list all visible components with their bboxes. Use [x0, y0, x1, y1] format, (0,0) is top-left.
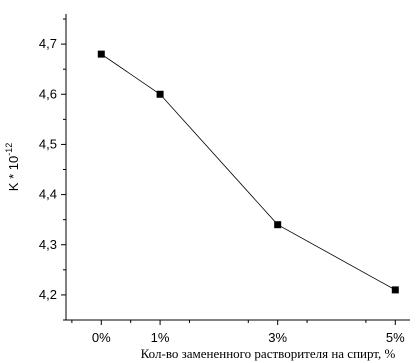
y-tick-label: 4,7 — [39, 36, 57, 51]
data-point — [156, 90, 164, 98]
x-tick-label: 0% — [92, 330, 111, 345]
series-line — [101, 53, 396, 291]
y-tick-label: 4,2 — [39, 287, 57, 302]
x-tick-label: 3% — [268, 330, 287, 345]
x-axis-label: Кол-во замененного растворителя на спирт… — [141, 346, 396, 361]
y-tick-label: 4,3 — [39, 237, 57, 252]
y-axis-label: K * 10-12 — [4, 143, 21, 191]
x-tick-label: 5% — [386, 330, 405, 345]
y-tick-label: 4,5 — [39, 136, 57, 151]
data-point — [391, 286, 399, 294]
data-markers — [97, 50, 399, 294]
y-axis-label-exponent: -12 — [4, 143, 14, 156]
y-ticks: 4,2 4,3 4,4 4,5 4,6 4,7 — [39, 18, 66, 321]
y-tick-label: 4,4 — [39, 187, 57, 202]
x-tick-label: 1% — [151, 330, 170, 345]
y-axis-label-base: K * 10 — [6, 156, 21, 191]
data-point — [274, 221, 282, 229]
y-tick-label: 4,6 — [39, 86, 57, 101]
data-point — [97, 50, 105, 58]
x-ticks: 0% 1% 3% 5% — [71, 320, 405, 345]
